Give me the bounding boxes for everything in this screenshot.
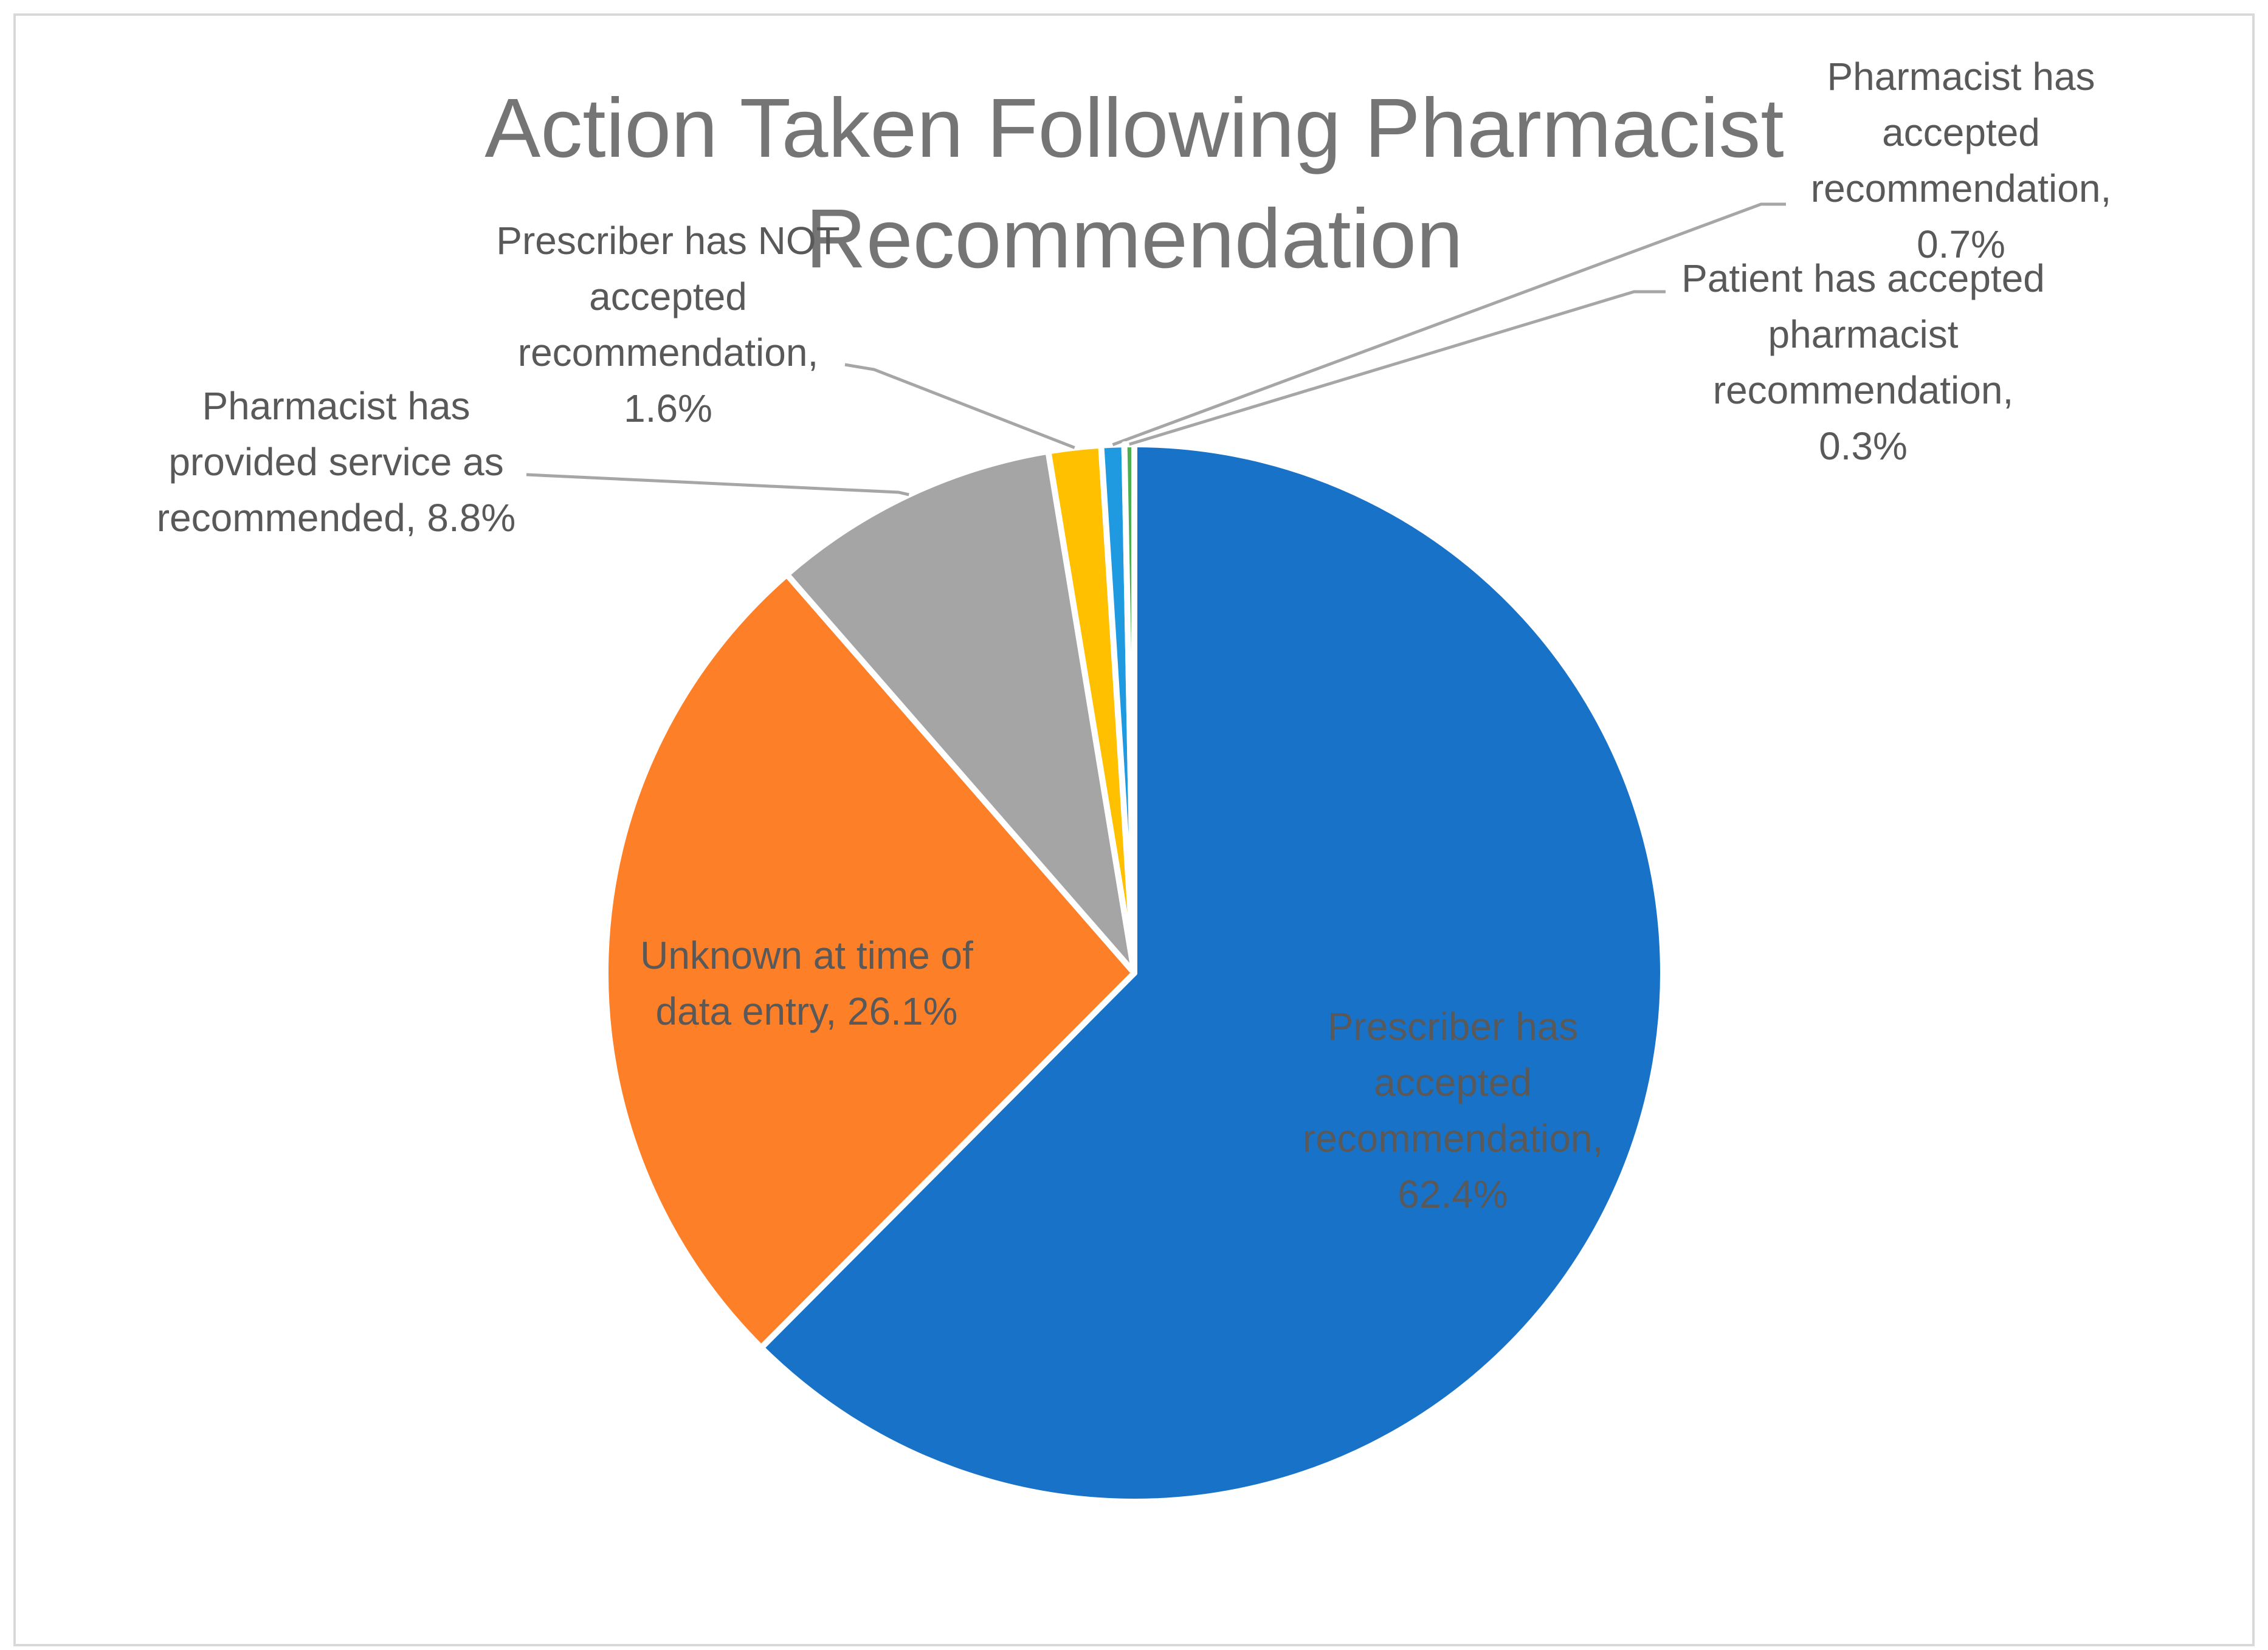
leader-line <box>1129 290 1666 446</box>
data-label: Unknown at time of data entry, 26.1% <box>640 933 973 1033</box>
leader-line <box>526 473 909 497</box>
leader-line <box>844 363 1075 449</box>
leader-line <box>1112 202 1786 447</box>
pie-slice <box>602 571 1137 1351</box>
data-label: Pharmacist has provided service as recom… <box>156 384 516 540</box>
pie-slice <box>784 448 1137 976</box>
pie-slice <box>758 441 1666 1505</box>
data-label: Patient has accepted pharmacist recommen… <box>1681 256 2045 468</box>
chart-title: Action Taken Following Pharmacist Recomm… <box>484 81 1784 286</box>
data-label: Prescriber has NOT accepted recommendati… <box>496 219 840 430</box>
data-label: Prescriber has accepted recommendation, … <box>1302 1005 1604 1216</box>
data-label: Pharmacist has accepted recommendation, … <box>1810 55 2112 266</box>
